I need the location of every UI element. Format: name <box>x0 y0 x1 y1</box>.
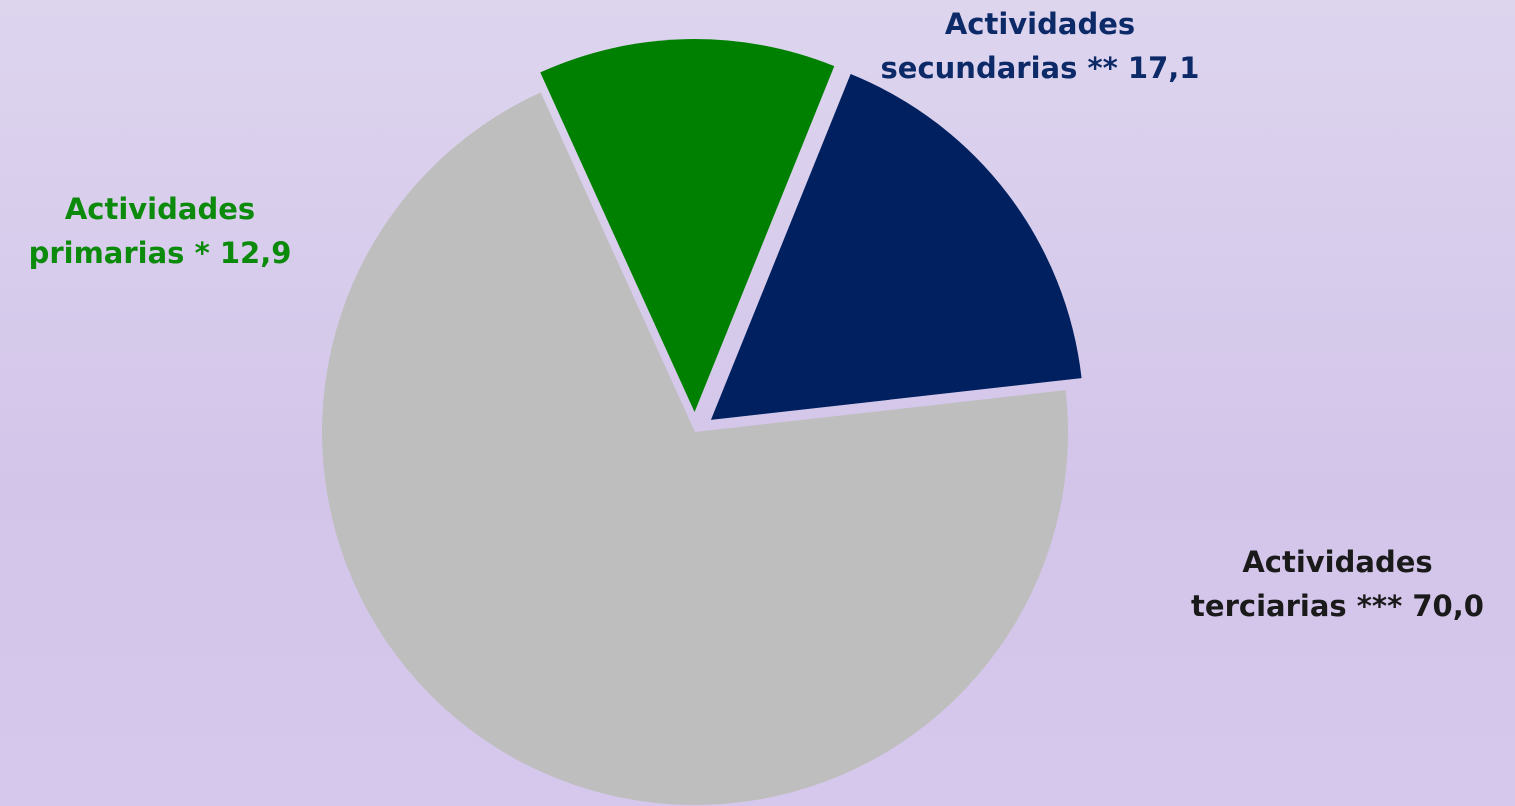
label-primarias-marker: * <box>194 236 210 270</box>
label-actividades-terciarias: Actividades terciarias *** 70,0 <box>1160 540 1515 628</box>
label-primarias-row: primarias * 12,9 <box>0 231 320 275</box>
label-secundarias-marker: ** <box>1087 51 1118 85</box>
label-actividades-secundarias: Actividades secundarias ** 17,1 <box>860 2 1220 90</box>
label-secundarias-value: 17,1 <box>1127 51 1200 85</box>
label-primarias-value: 12,9 <box>219 236 292 270</box>
pie-slice-primarias <box>540 39 835 413</box>
pie-slice-terciarias <box>322 92 1069 805</box>
label-primarias-sub: primarias <box>28 236 185 270</box>
label-terciarias-title: Actividades <box>1242 545 1433 579</box>
label-actividades-primarias: Actividades primarias * 12,9 <box>0 187 320 275</box>
label-terciarias-sub: terciarias <box>1191 589 1347 623</box>
label-primarias-title: Actividades <box>64 192 256 226</box>
label-secundarias-sub: secundarias <box>880 51 1078 85</box>
label-secundarias-title: Actividades <box>944 7 1136 41</box>
pie-slice-secundarias <box>710 74 1082 420</box>
label-terciarias-row: terciarias *** 70,0 <box>1160 584 1515 628</box>
label-terciarias-marker: *** <box>1356 589 1403 623</box>
label-secundarias-row: secundarias ** 17,1 <box>860 46 1220 90</box>
label-terciarias-value: 70,0 <box>1412 589 1484 623</box>
